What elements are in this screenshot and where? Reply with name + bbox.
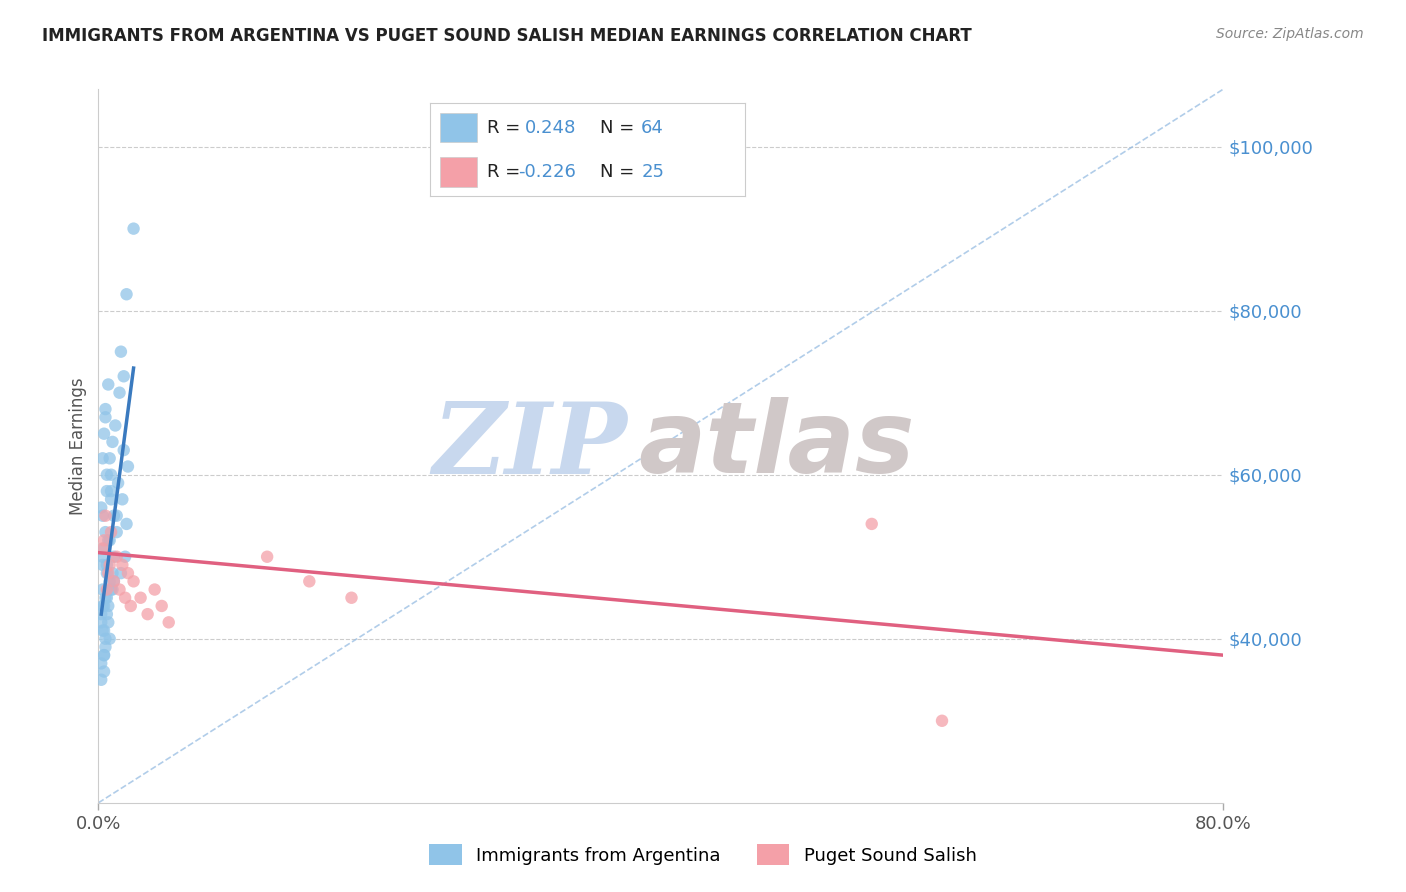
Point [103,574,125,589]
Point [117,459,139,474]
Point [103,508,125,523]
Point [93,648,115,662]
Point [93,599,115,613]
Point [98,574,121,589]
Point [97,377,120,392]
Point [122,221,145,235]
Point [105,508,128,523]
Point [96,558,118,572]
Point [93,533,115,548]
Point [91,558,114,572]
Point [256,549,278,564]
Point [91,508,114,523]
Point [157,615,180,630]
Point [96,591,118,605]
Point [115,287,138,301]
Point [97,615,120,630]
Point [90,615,112,630]
Point [110,566,132,581]
Point [90,657,112,671]
Point [94,525,117,540]
Point [114,549,136,564]
Point [91,549,114,564]
Point [103,549,125,564]
Point [120,599,142,613]
Point [107,475,129,490]
Text: ZIP: ZIP [432,398,627,494]
Point [94,632,117,646]
Point [105,525,128,540]
Point [93,541,115,556]
Point [150,599,173,613]
Point [91,624,114,638]
Point [91,582,114,597]
Text: atlas: atlas [638,398,915,494]
Point [94,591,117,605]
Point [136,607,159,622]
Point [96,607,118,622]
Point [96,566,118,581]
Point [94,640,117,654]
Point [100,467,122,482]
Point [93,665,115,679]
Point [298,574,321,589]
Point [100,484,122,499]
Point [101,566,124,581]
Point [94,402,117,417]
Point [122,574,145,589]
Point [108,582,131,597]
Point [98,632,121,646]
Point [103,574,125,589]
Point [112,369,135,384]
Point [98,451,121,466]
Point [91,451,114,466]
Point [96,484,118,499]
Point [97,533,120,548]
Point [114,591,136,605]
Point [96,582,118,597]
Text: Source: ZipAtlas.com: Source: ZipAtlas.com [1216,27,1364,41]
Legend: Immigrants from Argentina, Puget Sound Salish: Immigrants from Argentina, Puget Sound S… [420,835,986,874]
Point [112,443,135,458]
Point [90,673,112,687]
Y-axis label: Median Earnings: Median Earnings [69,377,87,515]
Point [90,500,112,515]
Point [98,533,121,548]
Point [94,410,117,425]
Point [931,714,953,728]
Point [111,558,134,572]
Point [93,624,115,638]
Point [100,525,122,540]
Point [97,599,120,613]
Point [91,599,114,613]
Point [108,385,131,400]
Point [90,607,112,622]
Point [104,418,127,433]
Point [98,558,121,572]
Point [110,344,132,359]
Point [97,566,120,581]
Point [129,591,152,605]
Point [115,516,138,531]
Point [143,582,166,597]
Point [100,492,122,507]
Point [96,467,118,482]
Point [91,541,114,556]
Point [93,426,115,441]
Point [101,582,124,597]
Point [101,434,124,449]
Point [93,648,115,662]
Point [111,492,134,507]
Text: IMMIGRANTS FROM ARGENTINA VS PUGET SOUND SALISH MEDIAN EARNINGS CORRELATION CHAR: IMMIGRANTS FROM ARGENTINA VS PUGET SOUND… [42,27,972,45]
Point [340,591,363,605]
Point [860,516,883,531]
Point [100,582,122,597]
Point [94,508,117,523]
Point [117,566,139,581]
Point [105,549,128,564]
